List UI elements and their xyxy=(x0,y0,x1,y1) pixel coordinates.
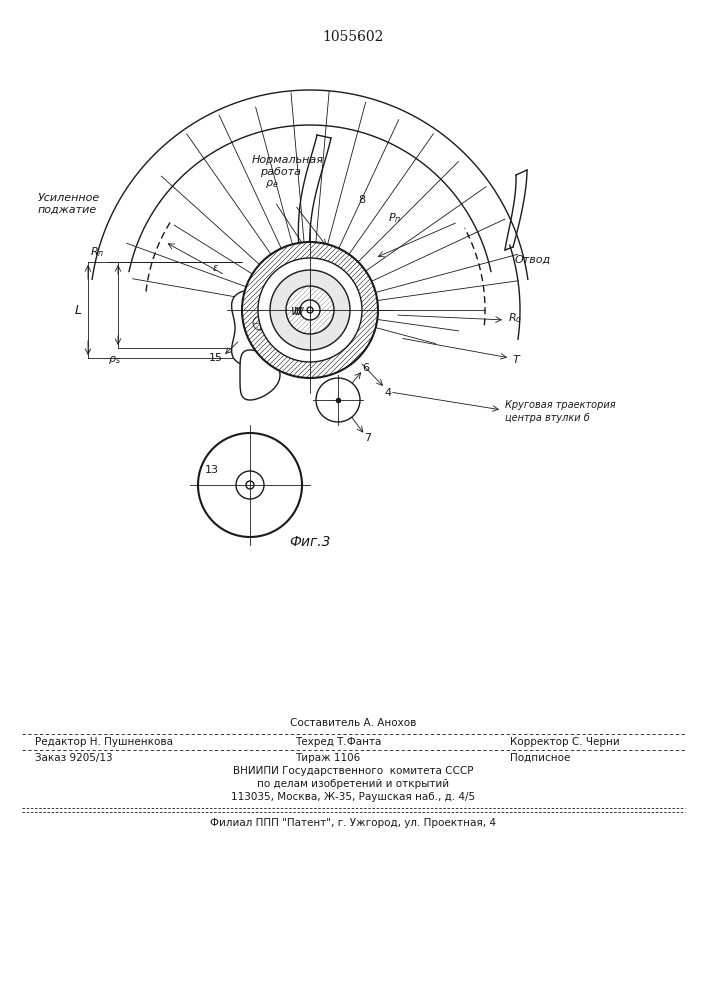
Text: W: W xyxy=(293,307,303,317)
Text: $R_o$: $R_o$ xyxy=(508,311,522,325)
Text: 13: 13 xyxy=(205,465,219,475)
Text: работа: работа xyxy=(260,167,301,177)
Text: $\rho_s$: $\rho_s$ xyxy=(108,354,121,366)
Circle shape xyxy=(300,300,320,320)
Text: Фиг.3: Фиг.3 xyxy=(289,535,331,549)
Text: Редактор Н. Пушненкова: Редактор Н. Пушненкова xyxy=(35,737,173,747)
Circle shape xyxy=(286,286,334,334)
Circle shape xyxy=(307,307,313,313)
Circle shape xyxy=(236,471,264,499)
Text: Тираж 1106: Тираж 1106 xyxy=(295,753,361,763)
Text: 113035, Москва, Ж-35, Раушская наб., д. 4/5: 113035, Москва, Ж-35, Раушская наб., д. … xyxy=(231,792,475,802)
Circle shape xyxy=(242,242,378,378)
Text: T: T xyxy=(513,355,520,365)
Text: ε: ε xyxy=(212,263,218,273)
Text: Нормальная: Нормальная xyxy=(252,155,324,165)
Text: $P_п$: $P_п$ xyxy=(388,211,402,225)
Text: W: W xyxy=(291,307,301,317)
Circle shape xyxy=(258,258,362,362)
Text: центра втулки б: центра втулки б xyxy=(505,413,590,423)
Text: Техред Т.Фанта: Техред Т.Фанта xyxy=(295,737,381,747)
Text: Корректор С. Черни: Корректор С. Черни xyxy=(510,737,620,747)
Text: Составитель А. Анохов: Составитель А. Анохов xyxy=(290,718,416,728)
Text: Филиал ППП "Патент", г. Ужгород, ул. Проектная, 4: Филиал ППП "Патент", г. Ужгород, ул. Про… xyxy=(210,818,496,828)
Text: $\rho_e$: $\rho_e$ xyxy=(265,178,279,190)
Text: Круговая траектория: Круговая траектория xyxy=(505,400,616,410)
Circle shape xyxy=(270,270,350,350)
Text: 8: 8 xyxy=(358,195,366,205)
Text: L: L xyxy=(74,304,81,316)
Circle shape xyxy=(253,316,267,330)
Text: Отвод: Отвод xyxy=(515,255,551,265)
Polygon shape xyxy=(240,350,280,400)
Circle shape xyxy=(316,378,360,422)
Text: 6: 6 xyxy=(363,363,370,373)
Text: Заказ 9205/13: Заказ 9205/13 xyxy=(35,753,112,763)
Text: 4: 4 xyxy=(385,388,392,398)
Polygon shape xyxy=(232,290,295,366)
Text: $R_п$: $R_п$ xyxy=(90,245,105,259)
Text: 15: 15 xyxy=(209,353,223,363)
Text: Усиленное: Усиленное xyxy=(38,193,100,203)
Circle shape xyxy=(246,481,254,489)
Text: по делам изобретений и открытий: по делам изобретений и открытий xyxy=(257,779,449,789)
Text: Подписное: Подписное xyxy=(510,753,571,763)
Text: ВНИИПИ Государственного  комитета СССР: ВНИИПИ Государственного комитета СССР xyxy=(233,766,473,776)
Text: поджатие: поджатие xyxy=(38,205,98,215)
Text: 1055602: 1055602 xyxy=(322,30,384,44)
Text: 7: 7 xyxy=(364,433,372,443)
Circle shape xyxy=(198,433,302,537)
